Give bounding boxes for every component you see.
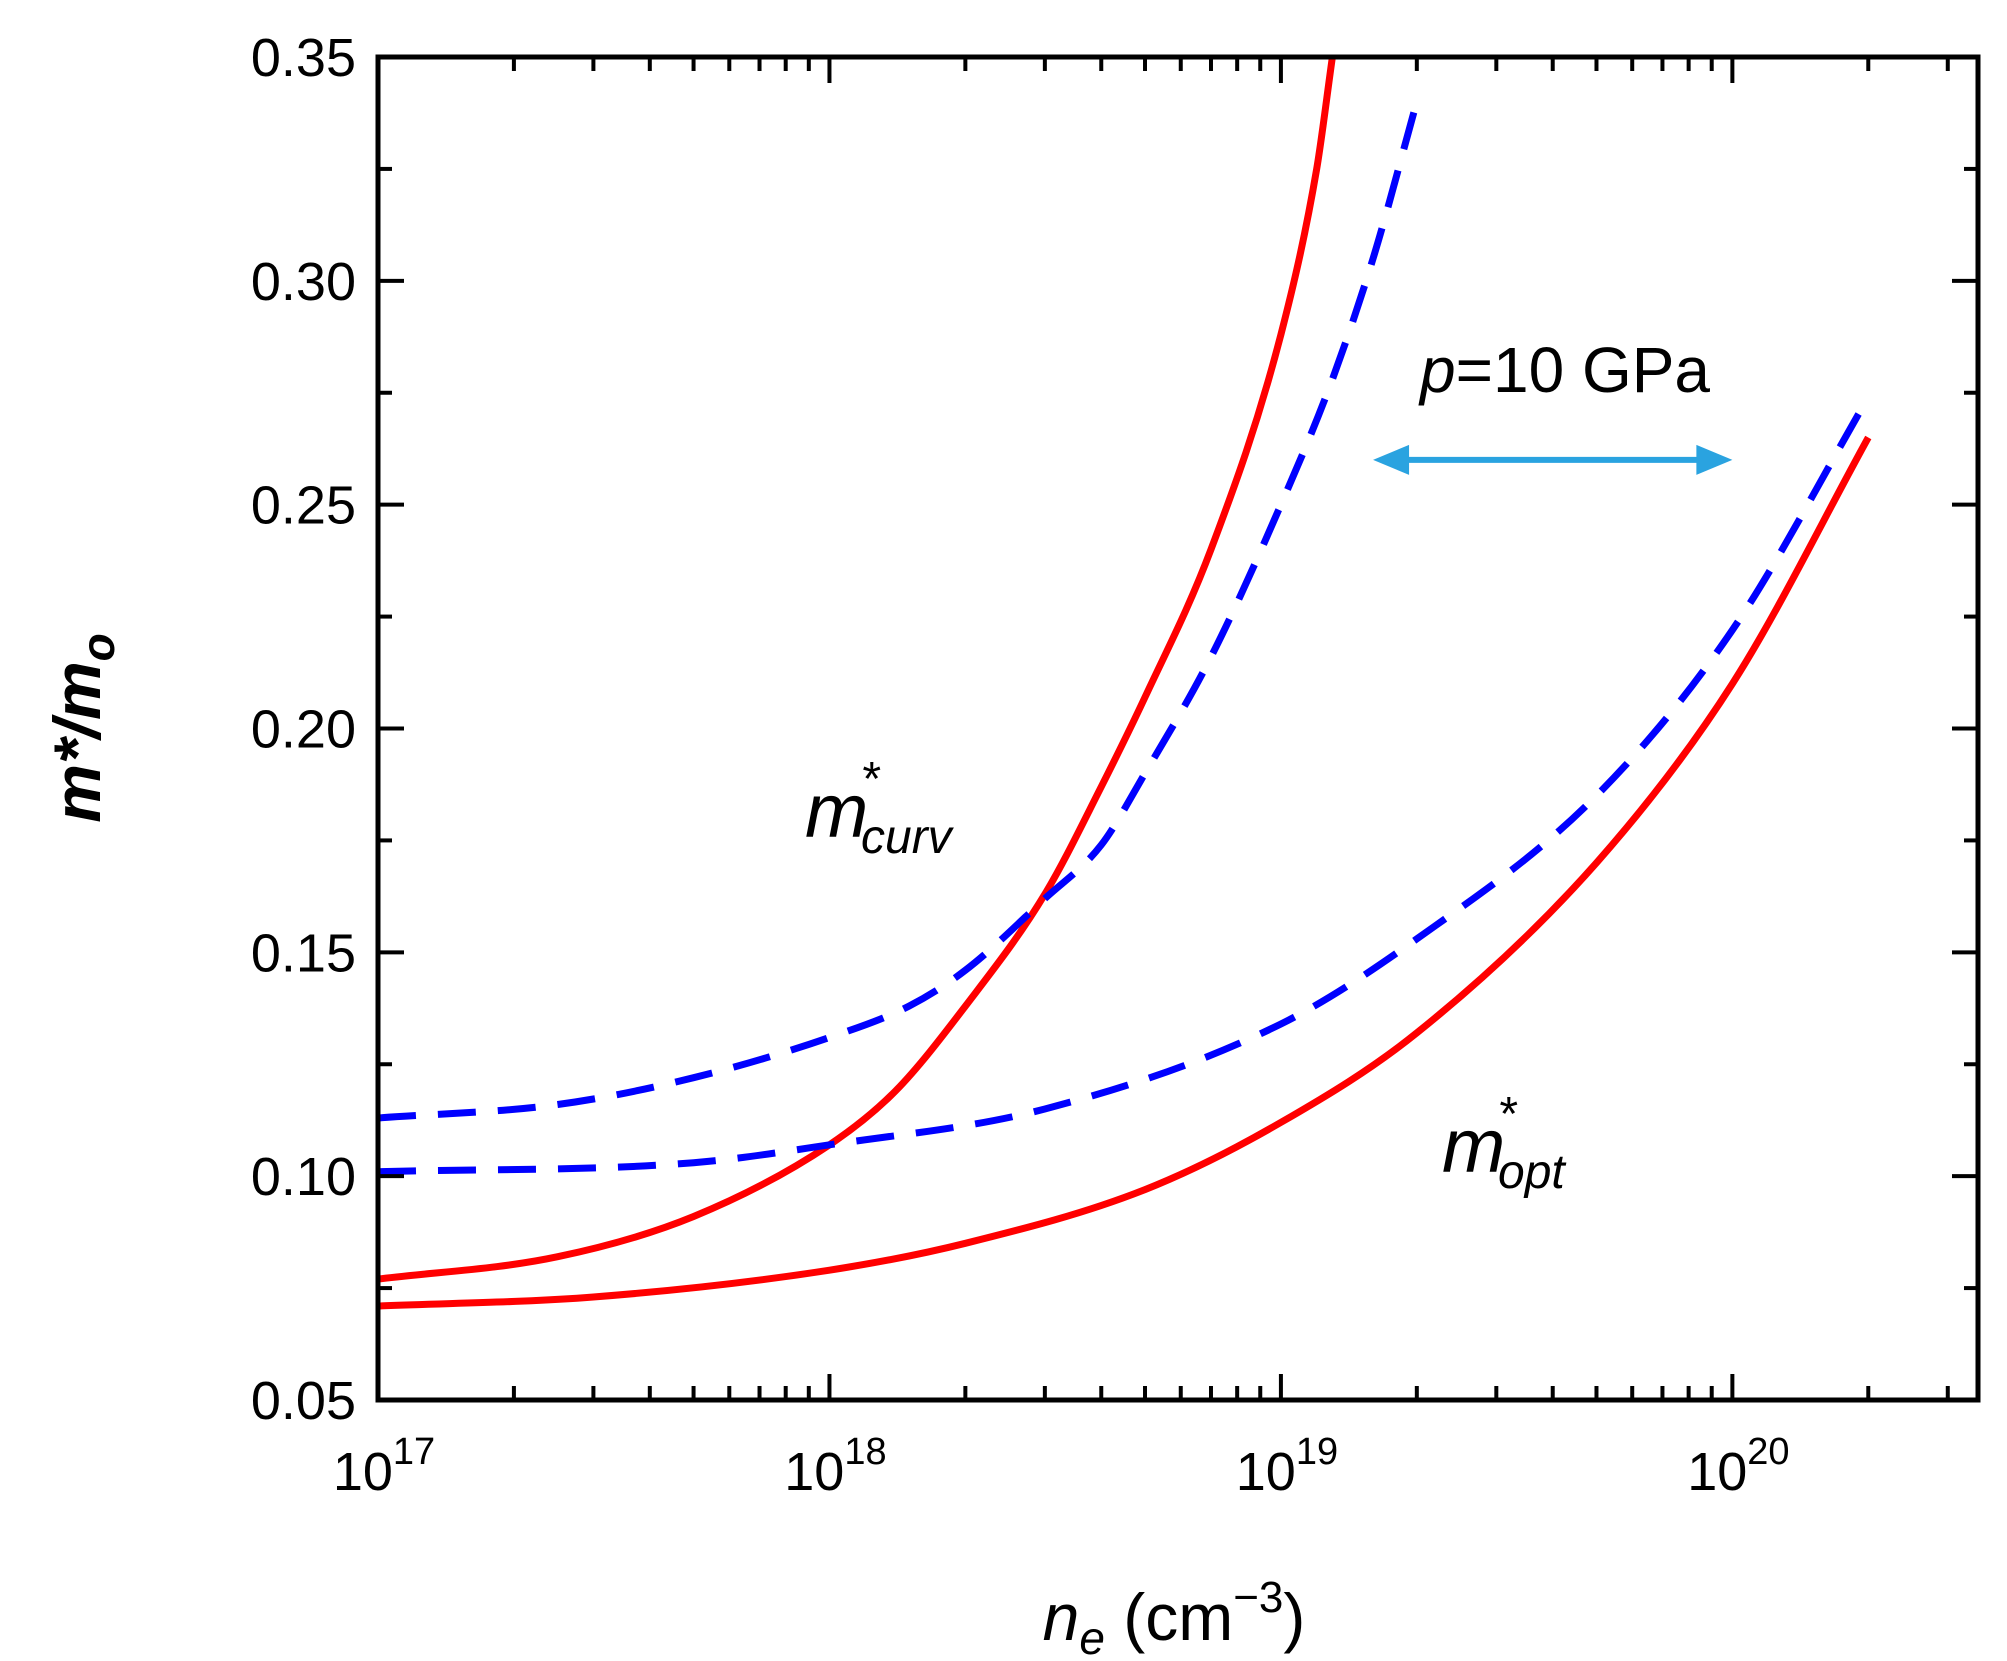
y-tick-label: 0.10	[251, 1147, 356, 1207]
annotation-m-curv: m* curv	[805, 753, 955, 864]
y-tick-label: 0.20	[251, 700, 356, 760]
series-line-3	[378, 435, 1872, 1310]
series-line-1	[378, 57, 1336, 1283]
arrow-head-left	[1373, 444, 1410, 475]
x-tick-label: 1018	[784, 1431, 886, 1502]
annotation-pressure: p=10 GPa	[1418, 334, 1710, 406]
x-tick-label: 1020	[1687, 1431, 1789, 1502]
y-tick-label: 0.05	[251, 1371, 356, 1431]
tick-labels: 0.05 0.10 0.15 0.20 0.25 0.30 0.35 1017 1018 1019…	[251, 28, 1790, 1502]
y-tick-label: 0.15	[251, 923, 356, 983]
annotation-m-opt: m* opt	[1442, 1088, 1566, 1199]
x-axis-title: ne (cm−3)	[1043, 1573, 1306, 1661]
x-tick-label: 1019	[1236, 1431, 1338, 1502]
axis-ticks	[376, 55, 1978, 1402]
y-tick-label: 0.25	[251, 476, 356, 536]
x-tick-label: 1017	[333, 1431, 435, 1502]
arrow-head-right	[1696, 444, 1733, 475]
y-tick-label: 0.30	[251, 252, 356, 312]
series-line-2	[378, 100, 1421, 1122]
series-curves	[378, 57, 1872, 1310]
series-line-4	[378, 395, 1872, 1176]
plot-frame	[375, 54, 1981, 1403]
y-axis-title: m*/mo	[40, 633, 124, 823]
pressure-shift-arrow	[1373, 444, 1733, 475]
y-tick-label: 0.35	[251, 28, 356, 88]
